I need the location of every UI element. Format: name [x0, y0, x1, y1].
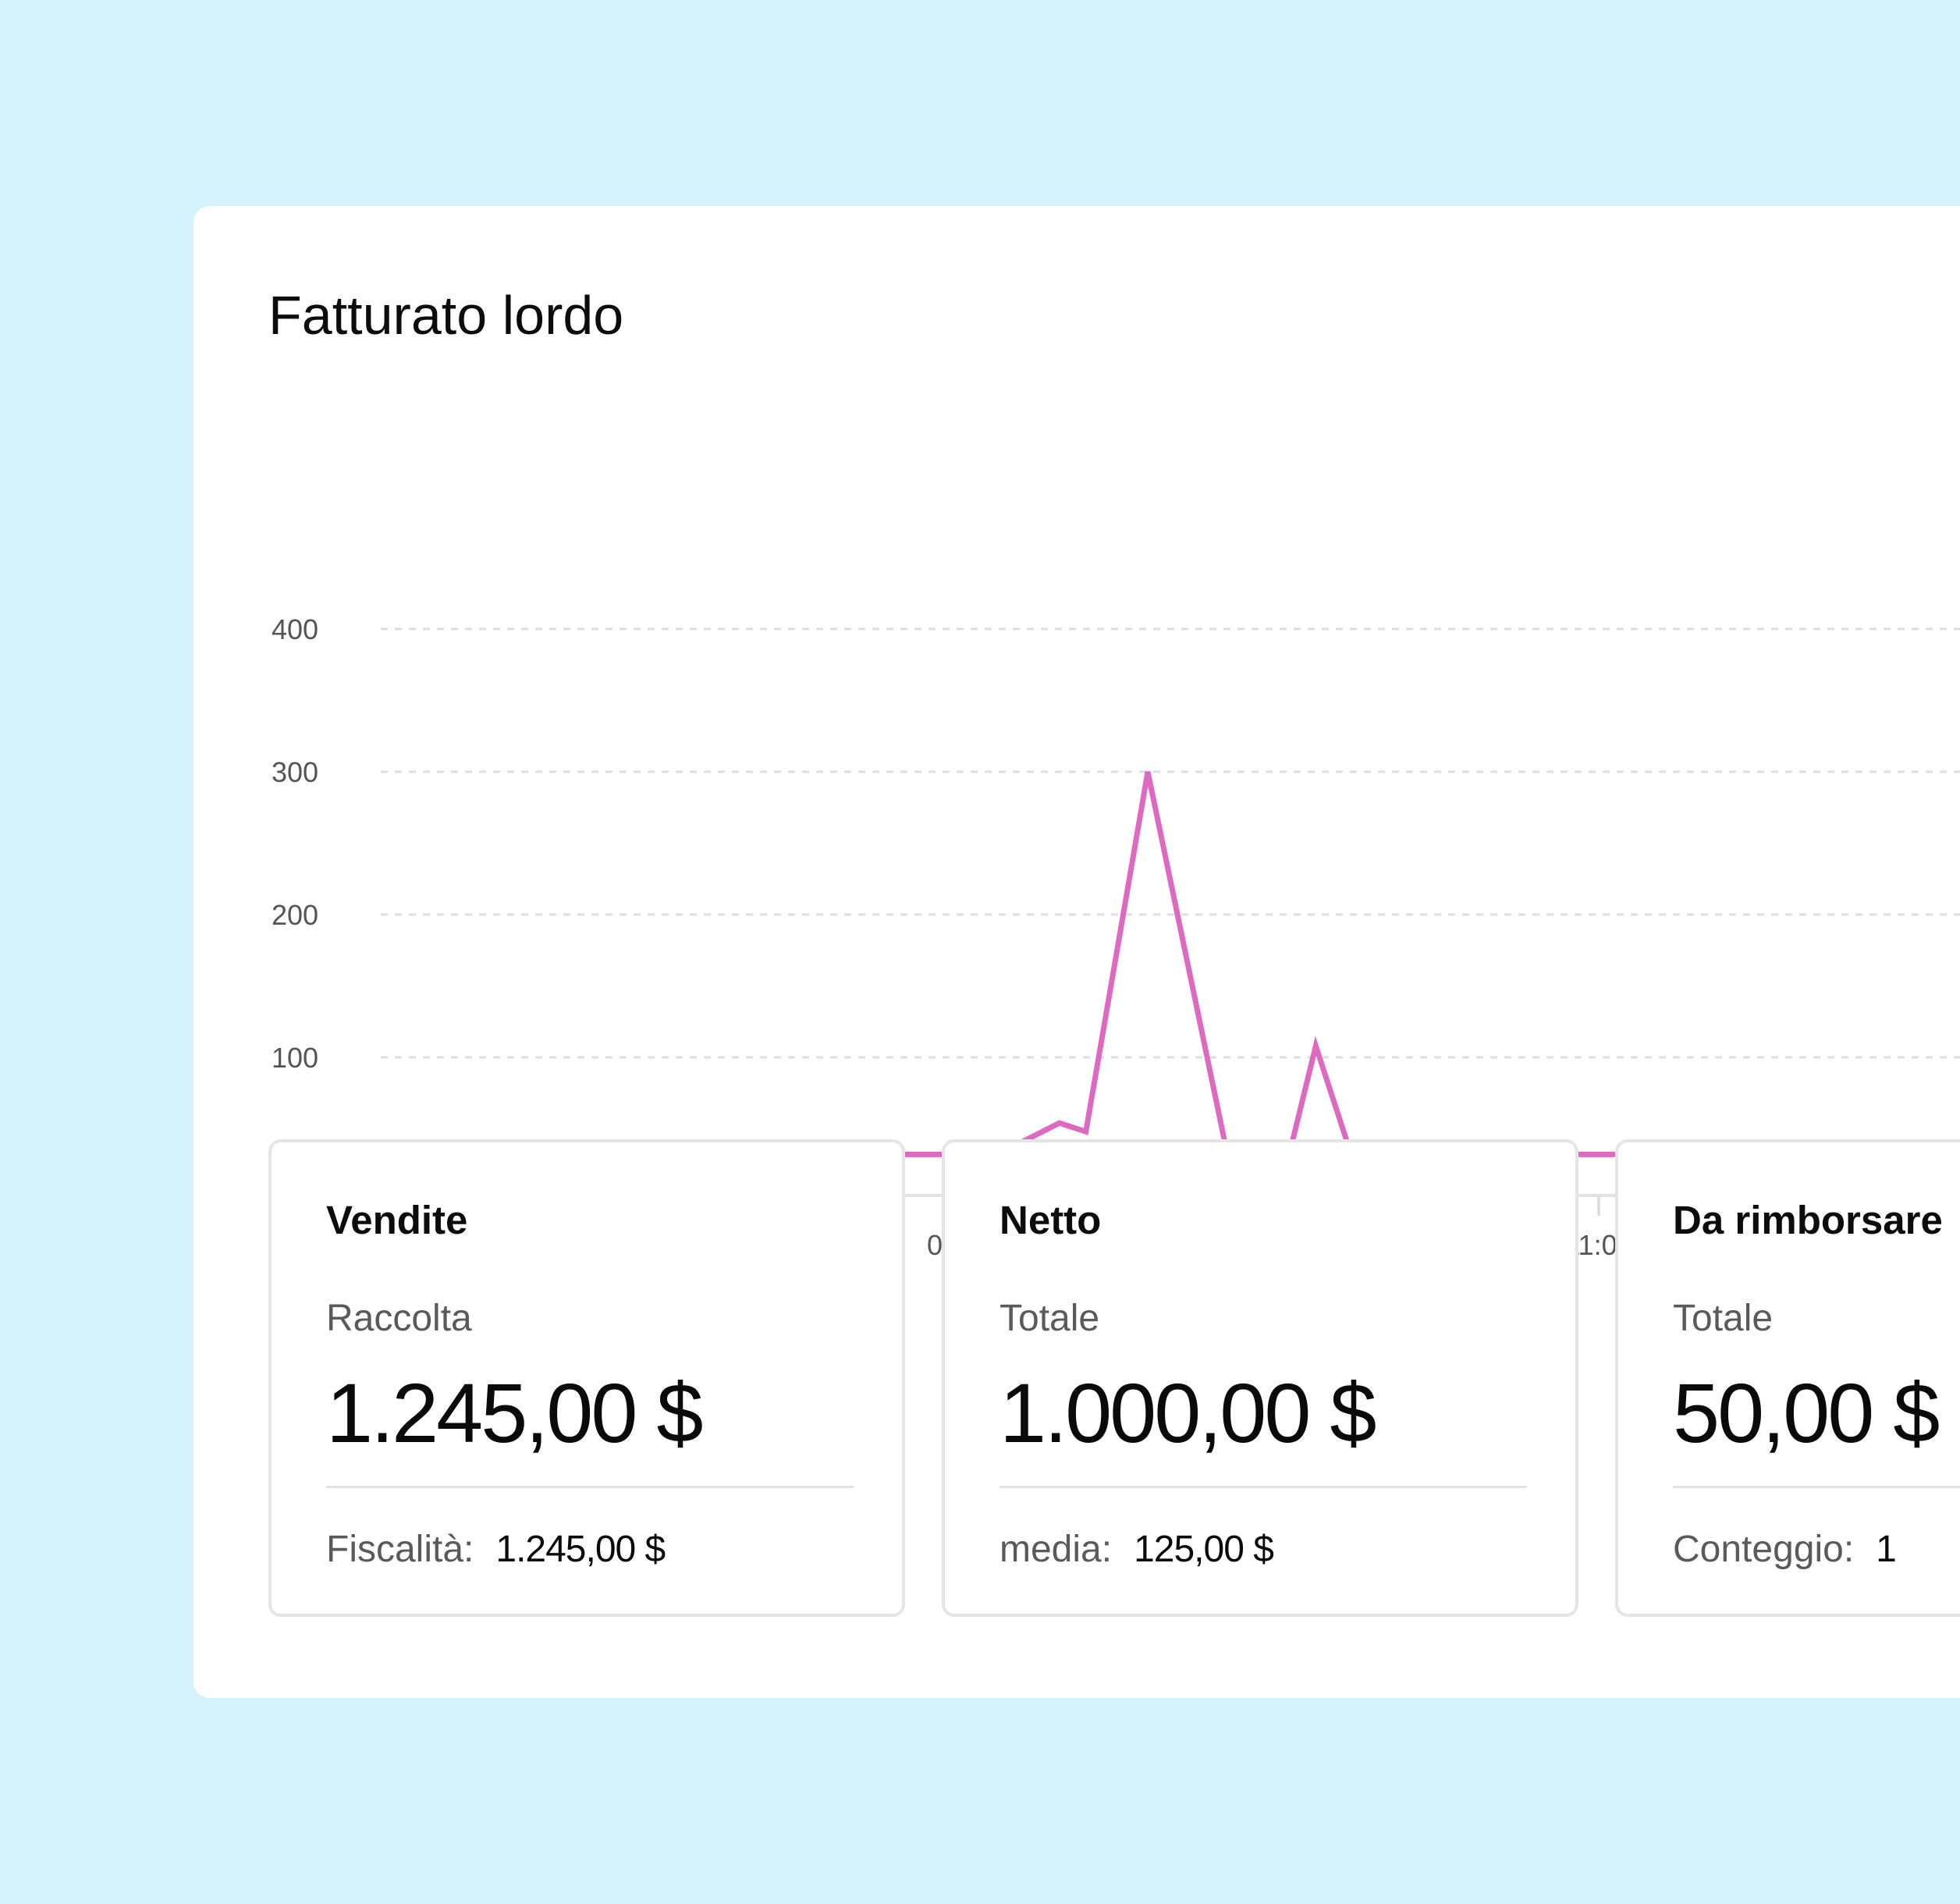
stat-title: Vendite	[326, 1198, 468, 1242]
stat-footer-label: Conteggio:	[1673, 1529, 1855, 1570]
stat-value: 1.000,00 $	[1000, 1366, 1376, 1460]
y-axis-labels: 400 300 200 100	[272, 613, 318, 1074]
stat-value: 50,00 $	[1673, 1366, 1940, 1460]
card-title: Fatturato lordo	[268, 285, 624, 346]
stat-card-refunds: Da rimborsare Totale 50,00 $ Conteggio: 1	[1615, 1139, 1960, 1617]
chart-gridlines	[381, 627, 1960, 1059]
stat-divider	[1673, 1486, 1960, 1488]
stat-footer: Conteggio: 1	[1673, 1528, 1897, 1571]
stat-title: Netto	[1000, 1198, 1102, 1242]
stat-footer-value: 125,00 $	[1134, 1529, 1274, 1570]
stat-footer-value: 1.245,00 $	[495, 1529, 666, 1570]
stat-footer-value: 1	[1876, 1529, 1897, 1570]
y-tick-label: 400	[272, 613, 318, 645]
stat-card-sales: Vendite Raccolta 1.245,00 $ Fiscalità: 1.…	[268, 1139, 905, 1617]
stat-title: Da rimborsare	[1673, 1198, 1943, 1242]
stat-footer-label: media:	[1000, 1529, 1113, 1570]
stat-value: 1.245,00 $	[326, 1366, 703, 1460]
stat-divider	[326, 1486, 854, 1488]
stat-footer: media: 125,00 $	[1000, 1528, 1274, 1571]
stat-footer-label: Fiscalità:	[326, 1529, 474, 1570]
y-tick-label: 100	[272, 1042, 318, 1074]
stat-label: Raccolta	[326, 1298, 472, 1339]
stats-row: Vendite Raccolta 1.245,00 $ Fiscalità: 1.…	[268, 1139, 1960, 1623]
y-tick-label: 200	[272, 899, 318, 931]
stat-label: Totale	[1000, 1298, 1100, 1339]
series-line	[378, 771, 1892, 1157]
stat-card-net: Netto Totale 1.000,00 $ media: 125,00 $	[942, 1139, 1578, 1617]
stat-divider	[1000, 1486, 1527, 1488]
y-tick-label: 300	[272, 756, 318, 788]
stat-footer: Fiscalità: 1.245,00 $	[326, 1528, 666, 1571]
stat-label: Totale	[1673, 1298, 1774, 1339]
